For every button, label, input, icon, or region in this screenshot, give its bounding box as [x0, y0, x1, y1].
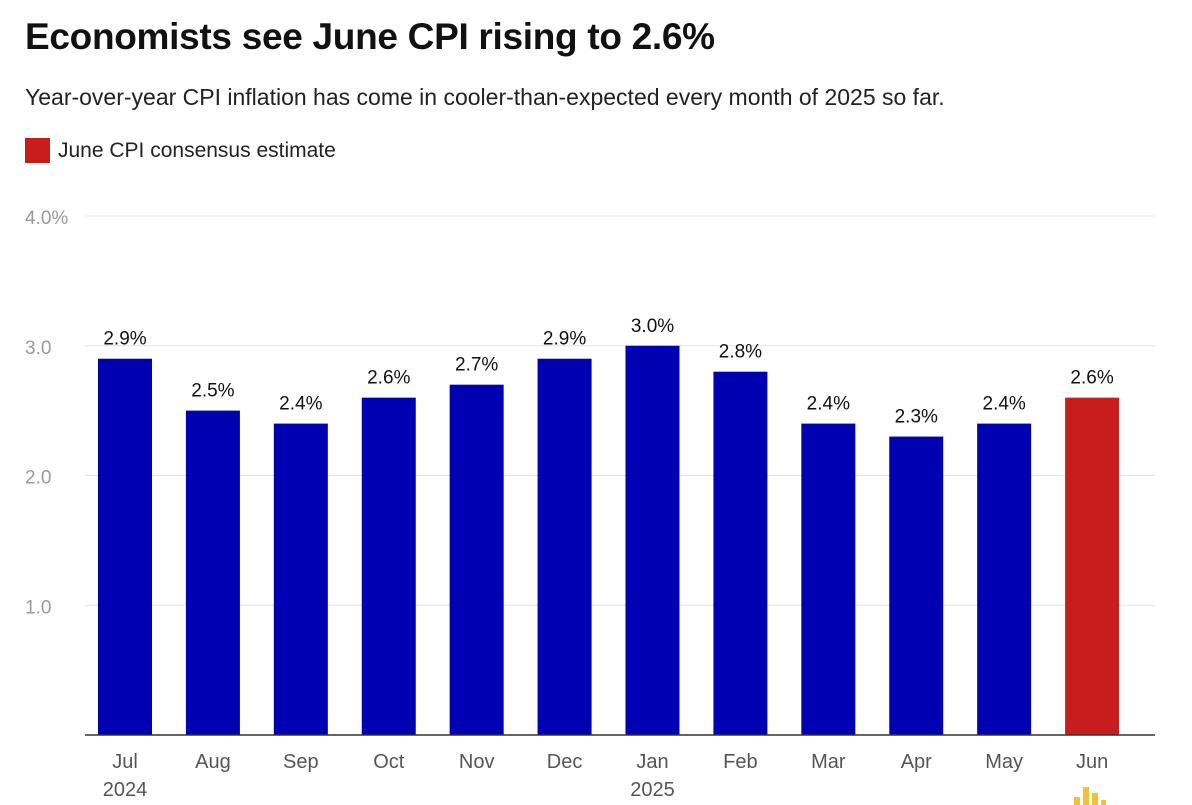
data-label: 3.0%	[631, 316, 674, 337]
x-year-label: 2024	[103, 779, 148, 801]
bar	[1065, 397, 1120, 735]
data-label: 2.8%	[719, 342, 762, 363]
data-label: 2.7%	[455, 355, 498, 376]
logo-bars-icon	[1074, 787, 1106, 805]
bar	[537, 358, 592, 735]
data-label: 2.9%	[103, 329, 146, 350]
data-label: 2.4%	[807, 394, 850, 415]
chart-subtitle: Year-over-year CPI inflation has come in…	[25, 84, 945, 110]
bar	[801, 423, 856, 735]
x-tick-label: Sep	[283, 751, 319, 773]
x-tick-label: Aug	[195, 751, 231, 773]
bar	[185, 410, 240, 735]
x-tick-label: Dec	[547, 751, 583, 773]
data-label: 2.4%	[983, 394, 1026, 415]
y-tick-label: 2.0	[25, 468, 51, 489]
legend: June CPI consensus estimate	[25, 138, 336, 163]
x-year-label: 2025	[630, 779, 675, 801]
x-tick-label: Feb	[723, 751, 757, 773]
y-tick-label: 3.0	[25, 338, 51, 359]
legend-label: June CPI consensus estimate	[58, 138, 336, 162]
data-label: 2.6%	[1070, 368, 1113, 389]
x-tick-label: Apr	[901, 751, 932, 773]
x-tick-label: Mar	[811, 751, 846, 773]
chart-title: Economists see June CPI rising to 2.6%	[25, 16, 715, 57]
data-label: 2.6%	[367, 368, 410, 389]
bar	[449, 384, 504, 735]
x-tick-label: Jun	[1076, 751, 1108, 773]
data-label: 2.4%	[279, 394, 322, 415]
x-tick-label: Jul	[112, 751, 138, 773]
x-tick-label: Jan	[636, 751, 668, 773]
bar	[713, 371, 768, 735]
bar	[273, 423, 328, 735]
legend-swatch	[25, 138, 50, 163]
y-tick-label: 1.0	[25, 597, 51, 618]
x-tick-label: May	[985, 751, 1023, 773]
x-tick-label: Oct	[373, 751, 405, 773]
bar	[977, 423, 1032, 735]
data-label: 2.9%	[543, 329, 586, 350]
data-label: 2.5%	[191, 381, 234, 402]
bar	[98, 358, 152, 735]
x-tick-label: Nov	[459, 751, 495, 773]
y-tick-label: 4.0%	[25, 208, 68, 229]
data-label: 2.3%	[895, 407, 938, 428]
bar	[625, 345, 680, 735]
bar	[889, 436, 944, 735]
bar	[361, 397, 416, 735]
